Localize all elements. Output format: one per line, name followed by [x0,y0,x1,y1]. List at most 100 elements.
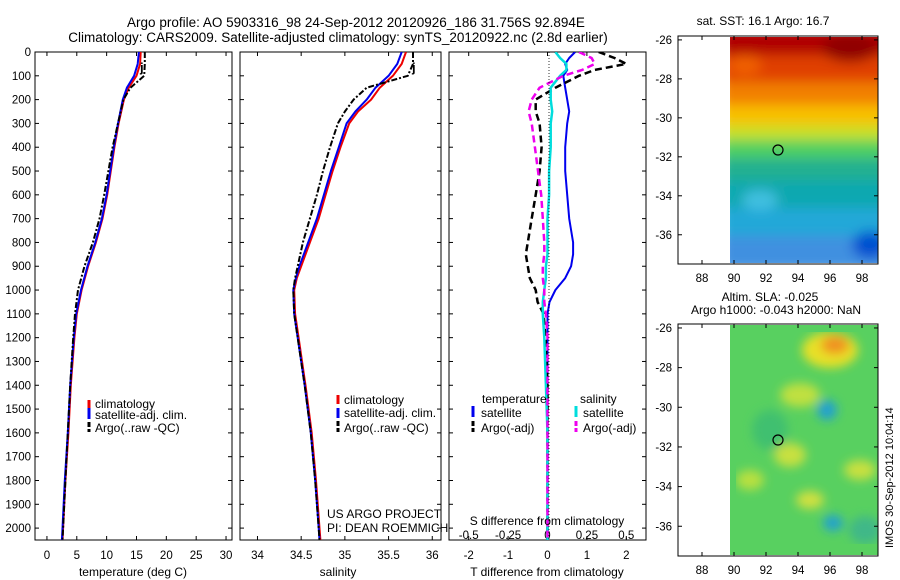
y-tick-label: 0 [25,47,31,59]
y-tick-label: 1900 [5,499,31,511]
sla-blob-cyan-2 [823,515,843,531]
map-y-tick-label: -32 [655,442,672,454]
legend-climatology-label: climatology [95,397,155,411]
series-line-satellite-adj-clim- [60,52,140,540]
temperature-legend: climatology satellite-adj. clim. Argo(..… [87,397,187,435]
sla-blob-yellow-5 [736,470,764,490]
y-tick-label: 1300 [5,356,31,368]
sla-blob-green-1 [752,410,788,450]
map-y-tick-label: -36 [655,521,672,533]
map-x-tick-label: 98 [856,565,869,577]
series-line-s-argo-adj- [527,52,597,540]
sla-map-title-2: Argo h1000: -0.043 h2000: NaN [691,303,861,317]
sst-blob-1 [822,37,878,62]
sst-band-7 [730,158,878,183]
x-tick-label: -2 [464,550,474,562]
legend-salinity-title: salinity [580,392,617,406]
temperature-j-marker: j [139,60,144,75]
map-x-tick-label: 88 [696,565,709,577]
map-x-tick-label: 94 [792,273,805,285]
series-line-t-argo-adj- [524,52,628,540]
series-line-satellite-adj-clim- [292,52,403,540]
legend-argo-label-2: Argo(..raw -QC) [344,421,429,435]
y-tick-label: 1600 [5,428,31,440]
salinity-j-marker: j [411,60,416,75]
difference-xlabel-top: S difference from climatology [470,514,625,528]
salinity-series-lines [292,52,414,540]
legend-t-argo-label: Argo(-adj) [481,421,534,435]
map-y-tick-label: -34 [655,191,672,203]
s-tick-label: 0.5 [618,530,634,542]
map-x-tick-label: 96 [824,273,837,285]
map-x-tick-label: 94 [792,565,805,577]
y-tick-label: 400 [12,142,31,154]
temperature-panel-frame [34,51,233,541]
x-tick-label: 36 [426,550,439,562]
sst-heatmap [730,37,878,263]
legend-satellite-label: satellite-adj. clim. [95,408,187,422]
sla-blob-yellow-2 [780,383,820,407]
x-tick-label: 15 [130,550,143,562]
s-tick-label: -0.25 [495,530,521,542]
pi-annotation: PI: DEAN ROEMMICH [327,521,448,535]
map-x-tick-label: 92 [760,565,773,577]
legend-s-satellite-label: satellite [583,406,624,420]
legend-t-satellite-label: satellite [481,406,522,420]
sla-argo-marker [772,434,784,446]
legend-s-argo-label: Argo(-adj) [583,421,636,435]
x-tick-label: 0 [544,550,550,562]
map-x-tick-label: 98 [856,273,869,285]
map-x-tick-label: 90 [728,565,741,577]
sst-blob-3 [852,231,878,259]
temperature-axis-ticks: 0100200300400500600700800900100011001200… [5,47,232,562]
x-tick-label: 5 [74,550,80,562]
y-tick-label: 1500 [5,404,31,416]
y-tick-label: 1700 [5,452,31,464]
map-y-tick-label: -28 [655,74,672,86]
difference-xlabel: T difference from climatology [470,565,624,579]
y-tick-label: 1800 [5,475,31,487]
salinity-panel-frame [239,51,442,541]
map-y-tick-label: -32 [655,152,672,164]
map-y-tick-label: -26 [655,323,672,335]
map-y-tick-label: -30 [655,113,672,125]
y-tick-label: 2000 [5,523,31,535]
x-tick-label: 2 [623,550,629,562]
sst-map-frame [677,35,879,265]
y-tick-label: 1100 [6,309,31,321]
map-y-tick-label: -30 [655,402,672,414]
x-tick-label: 25 [190,550,203,562]
sst-blob-4 [742,190,778,210]
sst-map-title: sat. SST: 16.1 Argo: 16.7 [697,14,830,28]
sla-heatmap [730,325,878,555]
legend-climatology-label-2: climatology [344,393,404,407]
y-tick-label: 100 [12,71,31,83]
x-tick-label: 0 [44,550,50,562]
y-tick-label: 800 [12,237,31,249]
y-tick-label: 200 [12,95,31,107]
map-x-tick-label: 88 [696,273,709,285]
sst-band-9 [730,208,878,238]
x-tick-label: 10 [100,550,113,562]
series-line-argo-raw-qc- [292,52,414,540]
sla-blob-yellow-3 [774,443,806,467]
series-line-climatology [61,52,142,540]
series-line-argo-raw-qc- [61,52,146,540]
map-y-tick-label: -26 [655,35,672,47]
sst-band-4 [730,105,878,127]
project-annotation: US ARGO PROJECT [327,507,442,521]
x-tick-label: 1 [584,550,590,562]
y-tick-label: 700 [12,214,31,226]
difference-legend: temperature salinity satellite Argo(-adj… [471,392,636,435]
salinity-xlabel: salinity [320,565,357,579]
s-tick-label: -0.5 [459,530,479,542]
map-x-tick-label: 96 [824,565,837,577]
sla-map-title-1: Altim. SLA: -0.025 [722,290,819,304]
legend-argo-label: Argo(..raw -QC) [95,421,180,435]
y-tick-label: 600 [12,190,31,202]
difference-series-lines [524,52,628,540]
map-y-tick-label: -28 [655,363,672,375]
header-line-1: Argo profile: AO 5903316_98 24-Sep-2012 … [127,15,585,30]
temperature-xlabel: temperature (deg C) [79,565,187,579]
sst-band-3 [730,82,878,107]
